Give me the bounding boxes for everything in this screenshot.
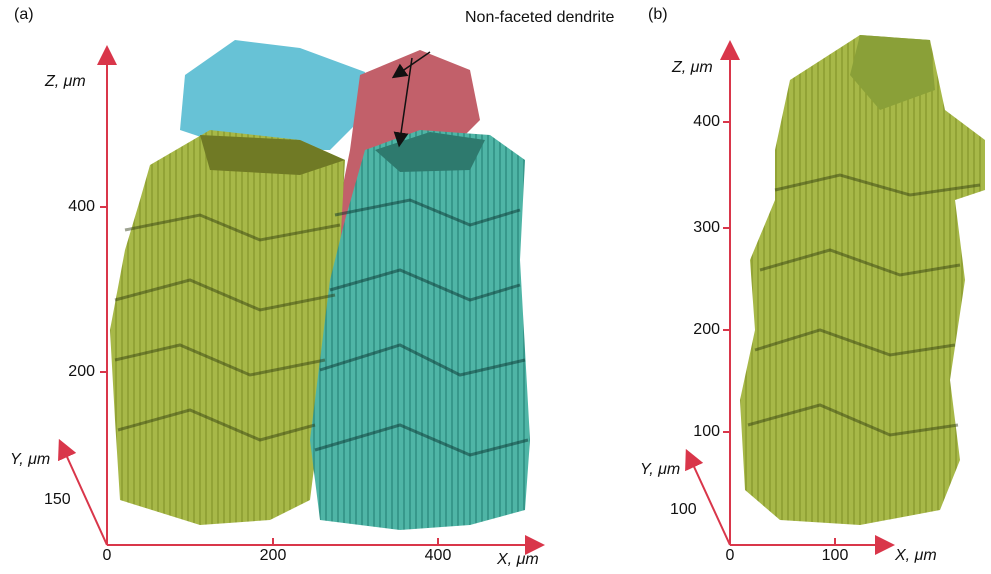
z-tick-label: 200 xyxy=(693,321,720,338)
dendrite-a xyxy=(110,40,530,530)
z-axis-label: Z, μm xyxy=(671,59,713,76)
y-axis-label: Y, μm xyxy=(10,451,50,468)
panel-label: (b) xyxy=(648,6,668,23)
z-tick-label: 200 xyxy=(68,363,95,380)
y-tick-label: 150 xyxy=(44,491,71,508)
panel-label: (a) xyxy=(14,6,34,23)
z-tick-label: 300 xyxy=(693,219,720,236)
x-tick-label: 200 xyxy=(260,547,287,564)
figure: (a) Non-faceted dendrite Z, μm 400 200 X… xyxy=(0,0,991,574)
z-tick-label: 400 xyxy=(693,113,720,130)
z-tick-label: 100 xyxy=(693,423,720,440)
x-axis-label: X, μm xyxy=(894,547,937,564)
x-tick-label: 100 xyxy=(822,547,849,564)
x-tick-label: 400 xyxy=(425,547,452,564)
z-tick-label: 400 xyxy=(68,198,95,215)
annotation: Non-faceted dendrite xyxy=(465,9,615,26)
x-tick-label: 0 xyxy=(726,547,735,564)
dendrite-b xyxy=(740,35,985,525)
z-axis-label: Z, μm xyxy=(44,73,86,90)
x-axis-label: X, μm xyxy=(496,551,539,568)
y-tick-label: 100 xyxy=(670,501,697,518)
x-tick-label: 0 xyxy=(103,547,112,564)
y-axis-label: Y, μm xyxy=(640,461,680,478)
